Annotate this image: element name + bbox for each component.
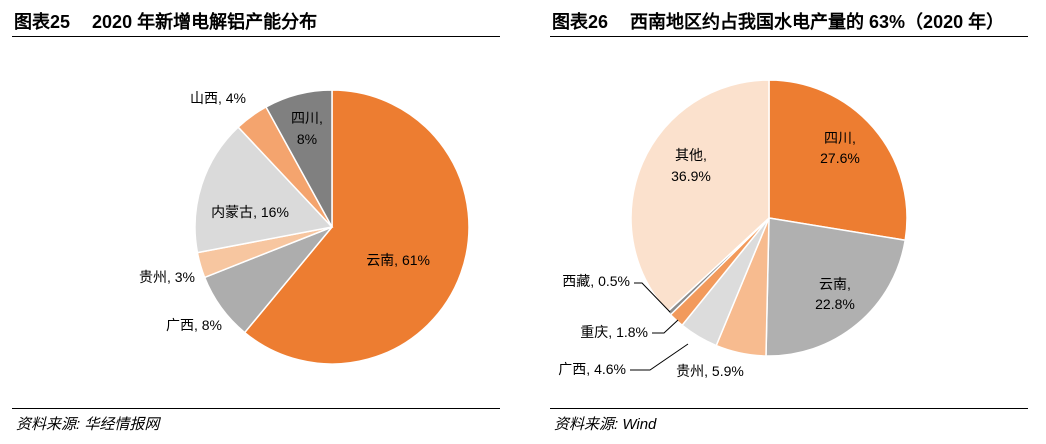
chart-title: 图表25 2020 年新增电解铝产能分布 (14, 8, 317, 34)
pie-slice-四川 (768, 79, 908, 242)
slice-label: 云南, 61% (366, 252, 430, 268)
pie-chart-hydropower: 四川, 27.6% 云南, 22.8% 贵州, 5.9% 广西, 4.6% 重庆, 1.8%… (558, 79, 908, 379)
slice-label: 四川, 27.6% (820, 130, 860, 166)
chart-panel-aluminum: 图表25 2020 年新增电解铝产能分布 云南, 61% 广西, 8% 贵州, 3% 内… (0, 0, 500, 444)
pie-slice-其他 (630, 79, 770, 313)
slice-label: 广西, 8% (166, 317, 222, 333)
slice-label: 贵州, 3% (139, 269, 195, 285)
leader-line (630, 343, 689, 371)
source-rule (12, 408, 500, 409)
slice-label: 山西, 4% (190, 90, 246, 106)
pie-slice-云南 (243, 89, 470, 365)
slice-label: 内蒙古, 16% (211, 204, 289, 220)
figure-title-text: 2020 年新增电解铝产能分布 (92, 12, 318, 32)
slice-label: 广西, 4.6% (558, 361, 626, 377)
figure-title-text: 西南地区约占我国水电产量的 63%（2020 年） (630, 12, 1005, 32)
chart-title: 图表26 西南地区约占我国水电产量的 63%（2020 年） (552, 8, 1004, 34)
figure-number: 图表26 (552, 12, 609, 32)
figure-number: 图表25 (14, 12, 71, 32)
title-rule (550, 36, 1028, 37)
leader-line (634, 282, 671, 313)
slice-label: 其他, 36.9% (671, 147, 711, 184)
slice-label: 四川, 8% (291, 110, 323, 147)
pie-slice-云南 (765, 217, 907, 357)
slice-label: 重庆, 1.8% (580, 324, 648, 340)
slice-label: 贵州, 5.9% (676, 363, 744, 379)
chart-panel-hydropower: 图表26 西南地区约占我国水电产量的 63%（2020 年） 四川, 27.6% 云南… (538, 0, 1028, 444)
source-rule (550, 408, 1028, 409)
title-rule (12, 36, 500, 37)
pie-slice-内蒙古 (194, 126, 334, 254)
slice-label: 云南, 22.8% (815, 276, 855, 312)
pie-chart-aluminum: 云南, 61% 广西, 8% 贵州, 3% 内蒙古, 16% 山西, 4% 四川, 8% (139, 89, 470, 365)
pie-slice-四川 (264, 89, 333, 228)
source-note: 资料来源: 华经情报网 (16, 416, 160, 433)
leader-line (652, 319, 679, 334)
slice-label: 西藏, 0.5% (562, 273, 630, 289)
source-note: 资料来源: Wind (554, 416, 657, 433)
